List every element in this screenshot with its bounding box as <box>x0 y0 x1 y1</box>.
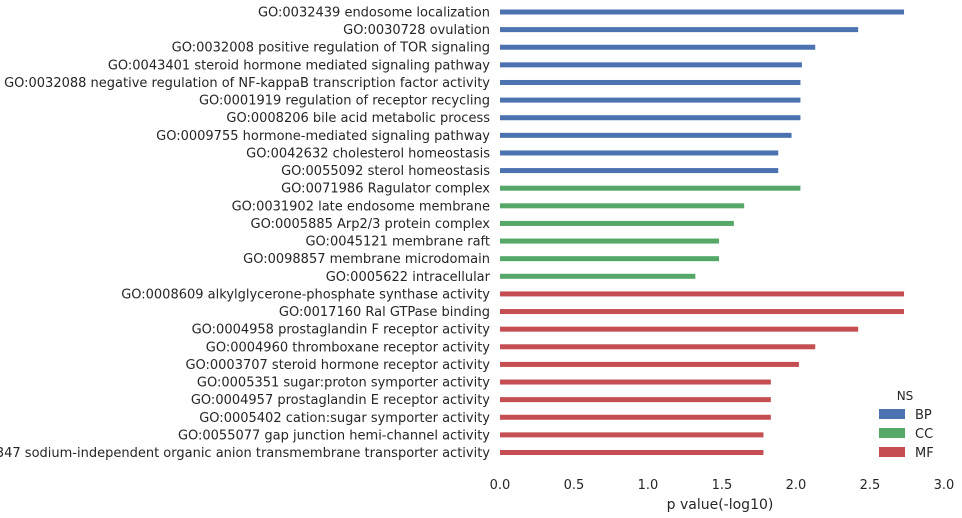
bar-bp <box>500 97 801 103</box>
bar-mf <box>500 379 771 385</box>
category-label: GO:0043401 steroid hormone mediated sign… <box>108 58 490 73</box>
legend-swatch-cc <box>879 428 905 438</box>
legend-label-bp: BP <box>915 408 932 423</box>
bar-cc <box>500 185 801 191</box>
bar-bp <box>500 168 779 174</box>
x-tick-label: 0.5 <box>564 478 585 493</box>
bar-cc <box>500 238 720 244</box>
bar-cc <box>500 220 734 226</box>
category-label: GO:0055092 sterol homeostasis <box>281 164 490 179</box>
bar-mf <box>500 326 859 332</box>
bar-bp <box>500 115 801 121</box>
legend: NS BP CC MF <box>879 389 934 461</box>
bar-bp <box>500 44 816 50</box>
bar-cc <box>500 273 696 279</box>
bar-bp <box>500 27 859 33</box>
legend-items: BP CC MF <box>879 408 934 461</box>
x-axis-ticks: 0.0 0.5 1.0 1.5 2.0 2.5 3.0 <box>490 478 955 493</box>
x-tick-label: 2.5 <box>860 478 881 493</box>
legend-label-mf: MF <box>915 446 934 461</box>
legend-title: NS <box>897 389 914 403</box>
category-label: GO:0030728 ovulation <box>343 23 490 38</box>
bar-bp <box>500 79 801 85</box>
x-axis-title: p value(-log10) <box>667 497 774 513</box>
legend-label-cc: CC <box>915 427 933 442</box>
bar-mf <box>500 291 905 297</box>
category-label: GO:0045121 membrane raft <box>305 235 490 250</box>
category-labels: GO:0032439 endosome localization GO:00307… <box>0 6 491 462</box>
category-label: GO:0005885 Arp2/3 protein complex <box>251 217 491 232</box>
bar-bp <box>500 62 802 68</box>
legend-swatch-bp <box>879 409 905 419</box>
bar-mf <box>500 361 799 367</box>
bar-mf <box>500 309 905 315</box>
category-label: GO:0032088 negative regulation of NF-kap… <box>4 76 490 91</box>
bar-mf <box>500 397 771 403</box>
category-label: GO:0004957 prostaglandin E receptor acti… <box>191 393 490 408</box>
category-label: GO:0098857 membrane microdomain <box>243 252 490 267</box>
category-label: GO:0031902 late endosome membrane <box>232 199 490 214</box>
category-label: GO:0005402 cation:sugar symporter activi… <box>199 411 490 426</box>
category-label: GO:0008609 alkylglycerone-phosphate synt… <box>121 287 490 302</box>
category-label: GO:0032439 endosome localization <box>258 6 490 21</box>
bar-mf <box>500 344 816 350</box>
category-label: GO:0055077 gap junction hemi-channel act… <box>178 428 490 443</box>
bar-bp <box>500 150 779 156</box>
x-tick-label: 3.0 <box>934 478 955 493</box>
x-tick-label: 2.0 <box>786 478 807 493</box>
bar-mf <box>500 450 764 455</box>
x-tick-label: 1.5 <box>712 478 733 493</box>
legend-swatch-mf <box>879 447 905 457</box>
bar-mf <box>500 432 764 438</box>
category-label: GO:0005351 sugar:proton symporter activi… <box>197 376 490 391</box>
category-label: GO:0004960 thromboxane receptor activity <box>206 340 491 355</box>
category-label: GO:0004958 prostaglandin F receptor acti… <box>192 323 491 338</box>
bar-cc <box>500 256 720 262</box>
bar-cc <box>500 203 745 209</box>
x-tick-label: 1.0 <box>638 478 659 493</box>
category-label: GO:0032008 positive regulation of TOR si… <box>172 41 490 56</box>
bar-mf <box>500 414 771 420</box>
category-label: GO:0009755 hormone-mediated signaling pa… <box>156 129 490 144</box>
category-label: GO:0042632 cholesterol homeostasis <box>246 146 490 161</box>
bars <box>500 9 905 455</box>
category-label: GO:0071986 Ragulator complex <box>281 182 490 197</box>
category-label: GO:0017160 Ral GTPase binding <box>279 305 490 320</box>
x-tick-label: 0.0 <box>490 478 511 493</box>
bar-bp <box>500 132 792 138</box>
bar-bp <box>500 9 905 15</box>
category-label: GO:0003707 steroid hormone receptor acti… <box>185 358 490 373</box>
category-label: GO:0015347 sodium-independent organic an… <box>0 446 490 461</box>
category-label: GO:0001919 regulation of receptor recycl… <box>199 94 490 109</box>
category-label: GO:0005622 intracellular <box>326 270 491 285</box>
category-label: GO:0008206 bile acid metabolic process <box>226 111 490 126</box>
